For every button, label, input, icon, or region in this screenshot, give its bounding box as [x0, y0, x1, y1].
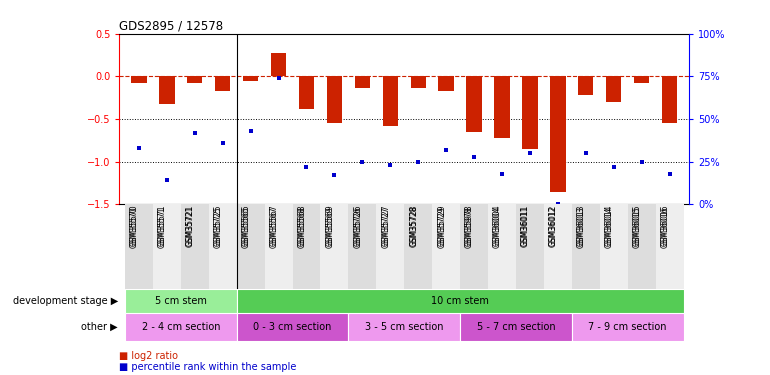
Text: GSM35729: GSM35729 — [437, 204, 446, 246]
Bar — [494, 76, 510, 138]
Text: GSM35978: GSM35978 — [465, 204, 474, 246]
Bar — [488, 204, 516, 289]
Bar — [662, 76, 678, 123]
Text: GSM35569: GSM35569 — [326, 204, 334, 246]
Text: GSM35570: GSM35570 — [130, 206, 139, 248]
Bar — [634, 76, 649, 83]
Bar — [125, 204, 153, 289]
Text: GSM36004: GSM36004 — [493, 206, 502, 248]
Bar — [265, 204, 293, 289]
Text: 5 - 7 cm section: 5 - 7 cm section — [477, 322, 555, 332]
Text: GSM35567: GSM35567 — [270, 204, 279, 246]
Bar — [209, 204, 236, 289]
Bar — [383, 76, 398, 126]
Text: GSM35727: GSM35727 — [381, 206, 390, 248]
Bar — [125, 313, 236, 341]
Bar — [187, 76, 203, 83]
Text: GSM36014: GSM36014 — [604, 206, 614, 248]
Text: GSM35727: GSM35727 — [381, 204, 390, 246]
Text: GSM36016: GSM36016 — [661, 206, 670, 248]
Text: GSM36013: GSM36013 — [577, 206, 586, 248]
Bar — [243, 76, 258, 81]
Bar — [153, 204, 181, 289]
Text: 10 cm stem: 10 cm stem — [431, 296, 489, 306]
Bar — [600, 204, 628, 289]
Text: 0 - 3 cm section: 0 - 3 cm section — [253, 322, 332, 332]
Bar — [467, 76, 482, 132]
Text: GSM36011: GSM36011 — [521, 206, 530, 248]
Bar — [516, 204, 544, 289]
Bar — [432, 204, 460, 289]
Bar — [438, 76, 454, 91]
Text: ■ log2 ratio: ■ log2 ratio — [119, 351, 179, 361]
Bar — [159, 76, 175, 104]
Text: GSM35978: GSM35978 — [465, 206, 474, 248]
Bar — [299, 76, 314, 109]
Bar — [271, 53, 286, 76]
Text: 5 cm stem: 5 cm stem — [155, 296, 206, 306]
Bar — [348, 204, 377, 289]
Bar — [404, 204, 432, 289]
Bar — [236, 313, 348, 341]
Bar — [215, 76, 230, 91]
Bar — [551, 76, 565, 192]
Text: GSM35570: GSM35570 — [130, 204, 139, 246]
Bar — [236, 204, 265, 289]
Bar — [377, 204, 404, 289]
Bar — [125, 289, 236, 313]
Text: GSM36016: GSM36016 — [661, 204, 670, 246]
Text: GSM35725: GSM35725 — [214, 204, 223, 246]
Text: GSM36011: GSM36011 — [521, 204, 530, 246]
Text: GSM35726: GSM35726 — [353, 206, 363, 248]
Bar — [131, 76, 146, 83]
Text: GSM36015: GSM36015 — [633, 206, 641, 248]
Bar — [572, 204, 600, 289]
Text: GSM36012: GSM36012 — [549, 206, 558, 248]
Text: GSM35567: GSM35567 — [270, 206, 279, 248]
Bar — [460, 313, 572, 341]
Text: GSM35565: GSM35565 — [242, 206, 250, 248]
Text: GSM35728: GSM35728 — [409, 206, 418, 248]
Text: GDS2895 / 12578: GDS2895 / 12578 — [119, 20, 223, 33]
Bar — [181, 204, 209, 289]
Text: GSM36012: GSM36012 — [549, 204, 558, 246]
Bar — [293, 204, 320, 289]
Text: 7 - 9 cm section: 7 - 9 cm section — [588, 322, 667, 332]
Bar — [355, 76, 370, 88]
Text: 2 - 4 cm section: 2 - 4 cm section — [142, 322, 220, 332]
Bar — [578, 76, 594, 95]
Bar — [410, 76, 426, 88]
Text: GSM35728: GSM35728 — [409, 204, 418, 246]
Text: other ▶: other ▶ — [82, 322, 118, 332]
Text: GSM35565: GSM35565 — [242, 204, 250, 246]
Text: GSM35571: GSM35571 — [158, 206, 167, 248]
Bar — [572, 313, 684, 341]
Bar — [628, 204, 655, 289]
Text: GSM35726: GSM35726 — [353, 204, 363, 246]
Text: GSM35569: GSM35569 — [326, 206, 334, 248]
Text: GSM35568: GSM35568 — [297, 204, 306, 246]
Bar — [320, 204, 348, 289]
Bar — [606, 76, 621, 102]
Text: GSM36014: GSM36014 — [604, 204, 614, 246]
Bar — [348, 313, 460, 341]
Text: 3 - 5 cm section: 3 - 5 cm section — [365, 322, 444, 332]
Text: GSM35729: GSM35729 — [437, 206, 446, 248]
Text: GSM35721: GSM35721 — [186, 204, 195, 246]
Text: GSM36015: GSM36015 — [633, 204, 641, 246]
Bar — [544, 204, 572, 289]
Text: GSM35571: GSM35571 — [158, 204, 167, 246]
Bar — [460, 204, 488, 289]
Bar — [655, 204, 684, 289]
Text: development stage ▶: development stage ▶ — [12, 296, 118, 306]
Text: GSM36004: GSM36004 — [493, 204, 502, 246]
Bar — [326, 76, 342, 123]
Text: ■ percentile rank within the sample: ■ percentile rank within the sample — [119, 362, 296, 372]
Text: GSM36013: GSM36013 — [577, 204, 586, 246]
Text: GSM35568: GSM35568 — [297, 206, 306, 248]
Text: GSM35721: GSM35721 — [186, 206, 195, 248]
Bar — [522, 76, 537, 149]
Bar — [236, 289, 684, 313]
Text: GSM35725: GSM35725 — [214, 206, 223, 248]
